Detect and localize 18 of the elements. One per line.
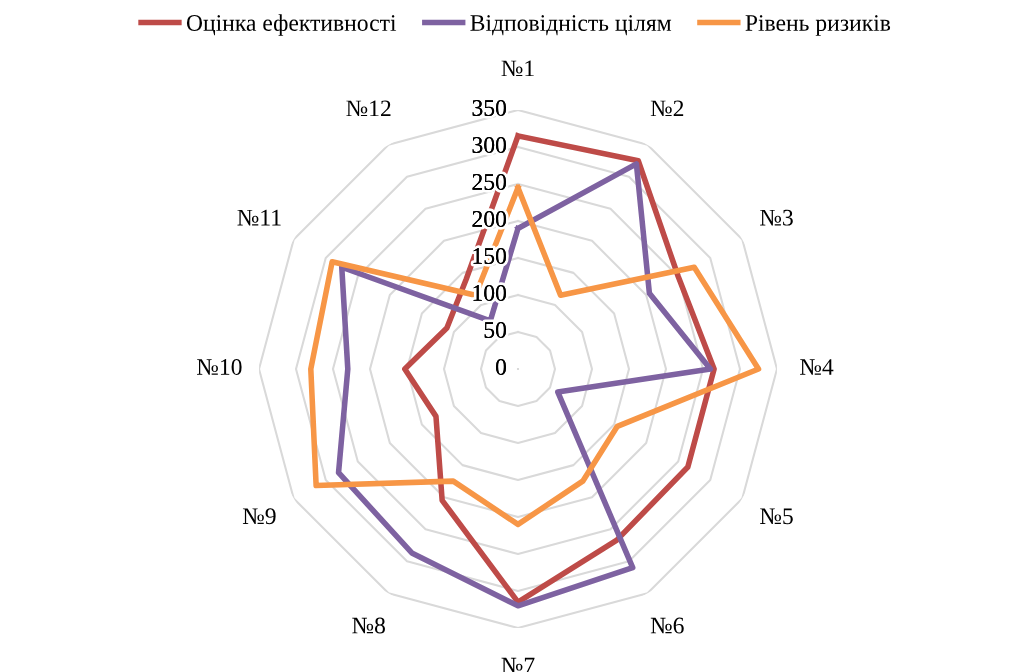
legend-label: Відповідність цілям <box>470 15 672 36</box>
spoke-label: №11 <box>237 209 281 226</box>
spoke-label: №3 <box>760 209 793 226</box>
spoke-label: №5 <box>760 508 793 525</box>
spoke-label: №1 <box>501 60 534 77</box>
y-tick-label: 350 <box>472 99 506 116</box>
y-tick-label: 50 <box>484 321 506 338</box>
spoke-label: №9 <box>242 508 276 525</box>
y-tick-label: 300 <box>472 136 506 153</box>
spoke-label: №6 <box>650 617 684 634</box>
legend-label: Рівень ризиків <box>745 15 891 36</box>
spoke-label: №12 <box>346 100 391 117</box>
spoke-label: №4 <box>800 359 834 375</box>
spoke-label: №8 <box>352 617 385 634</box>
spoke-label: №2 <box>650 100 684 117</box>
spoke-label: №10 <box>197 358 242 375</box>
y-tick-label: 0 <box>495 358 506 375</box>
legend-label: Оцінка ефективності <box>186 14 397 36</box>
